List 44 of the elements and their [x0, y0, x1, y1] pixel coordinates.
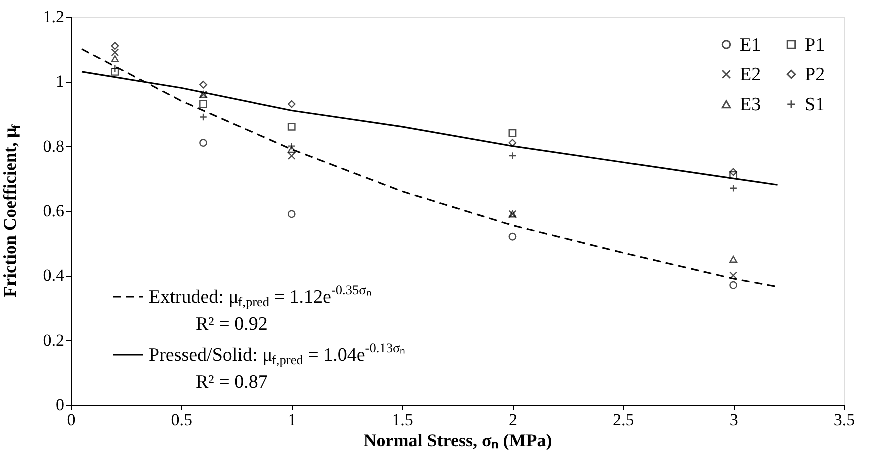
x-tick-label: 1	[288, 410, 297, 430]
legend-label: E2	[740, 64, 762, 86]
legend-label: S1	[805, 94, 826, 116]
x-tick-label: 2.5	[613, 410, 634, 430]
legend-label: E1	[740, 34, 762, 56]
point	[288, 152, 296, 160]
annotation: R² = 0.87	[196, 372, 268, 393]
point	[730, 256, 738, 264]
y-tick-label: 1	[56, 72, 64, 92]
legend-label: E3	[740, 94, 762, 116]
y-tick-label: 1.2	[43, 8, 64, 26]
y-tick-label: 0.4	[43, 266, 65, 286]
y-tick-label: 0.8	[43, 136, 64, 156]
x-tick-label: 2	[508, 410, 518, 430]
point	[111, 48, 120, 57]
x-tick-label: 3.5	[834, 410, 856, 430]
point	[508, 232, 517, 241]
point	[730, 171, 738, 180]
point	[730, 272, 738, 280]
point	[200, 100, 208, 108]
point	[508, 139, 517, 148]
legend-label: P2	[805, 64, 826, 86]
point	[200, 139, 208, 148]
x-tick-label: 3	[730, 410, 738, 430]
x-axis-title: Normal Stress, σₙ (MPa)	[364, 430, 552, 450]
point	[730, 168, 738, 176]
y-tick-label: 0.6	[43, 202, 64, 220]
point	[730, 281, 738, 290]
point	[111, 42, 120, 50]
y-axis-title: Friction Coefficient, μf	[0, 124, 24, 298]
point	[288, 100, 296, 108]
legend-label: P1	[805, 34, 826, 56]
point	[200, 80, 208, 89]
annotation: R² = 0.92	[196, 314, 268, 335]
y-tick-label: 0	[56, 396, 64, 414]
x-tick-label: 0.5	[171, 410, 193, 430]
x-tick-label: 1.5	[392, 410, 414, 430]
point	[288, 210, 296, 218]
point	[508, 129, 517, 138]
point	[288, 122, 296, 131]
point	[288, 146, 296, 154]
y-tick-label: 0.2	[43, 330, 64, 350]
point	[111, 56, 120, 63]
point	[111, 68, 120, 76]
